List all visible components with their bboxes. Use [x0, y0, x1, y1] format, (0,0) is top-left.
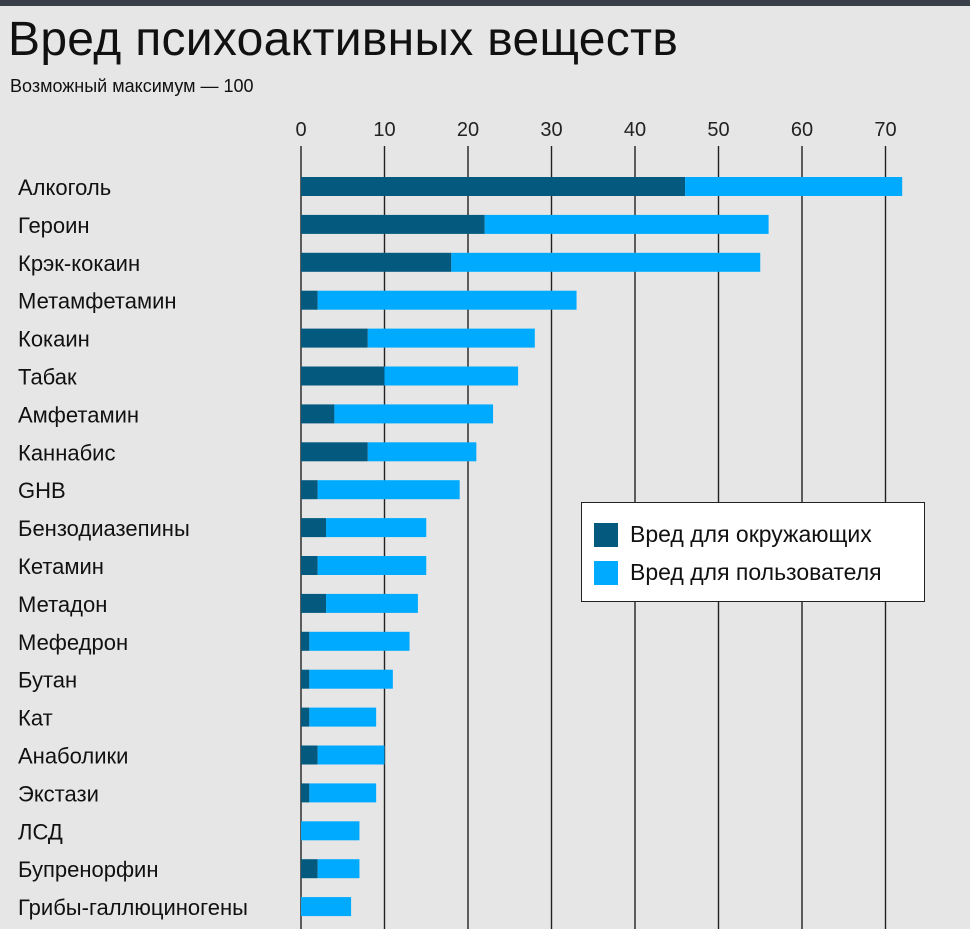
bar-others-harm [301, 556, 318, 575]
bar-user-harm [484, 214, 769, 234]
bar-user-harm [317, 859, 360, 879]
bar-others-harm [301, 631, 310, 651]
bar-user-harm [309, 783, 377, 803]
legend-swatch-others [594, 522, 618, 547]
bar-user-harm [367, 328, 535, 348]
legend: Вред для окружающих Вред для пользовател… [581, 502, 925, 602]
bar-user-harm [317, 556, 427, 575]
bar-user-harm [326, 593, 418, 613]
bar-user-harm [301, 897, 352, 917]
bar-user-harm [317, 290, 577, 310]
bar-others-harm [301, 669, 310, 689]
category-label: Бензодиазепины [18, 516, 190, 541]
bar-user-harm [301, 821, 360, 841]
category-label: Метадон [18, 592, 107, 617]
legend-label-others: Вред для окружающих [630, 521, 872, 547]
bar-others-harm [301, 214, 485, 234]
category-label: Крэк-кокаин [18, 251, 140, 276]
bar-others-harm [301, 783, 310, 803]
tick-label-40: 40 [624, 119, 646, 141]
category-label: Бутан [18, 668, 77, 693]
category-label: Экстази [18, 781, 99, 806]
bar-user-harm [367, 442, 477, 462]
bar-others-harm [301, 404, 335, 424]
bar-others-harm [301, 328, 368, 348]
category-label: Анаболики [18, 744, 128, 769]
bar-user-harm [384, 366, 519, 386]
bar-others-harm [301, 480, 318, 500]
bar-others-harm [301, 859, 318, 879]
bar-user-harm [685, 177, 903, 196]
bar-user-harm [326, 518, 427, 538]
tick-label-0: 0 [295, 119, 306, 141]
category-label: Бупренорфин [18, 857, 159, 882]
bar-others-harm [301, 252, 452, 272]
bar-others-harm [301, 593, 327, 613]
category-label: Кетамин [18, 554, 104, 579]
category-label: Алкоголь [18, 175, 111, 200]
bar-user-harm [309, 631, 410, 651]
category-label: Грибы-галлюциногены [18, 895, 248, 920]
category-label: Табак [18, 365, 77, 390]
bar-user-harm [334, 404, 494, 424]
category-label: GHB [18, 478, 66, 503]
bar-others-harm [301, 366, 385, 386]
chart-subtitle: Возможный максимум — 100 [10, 76, 254, 96]
tick-label-10: 10 [373, 119, 395, 141]
category-label: Героин [18, 213, 90, 238]
category-label: Мефедрон [18, 630, 128, 655]
category-label: Амфетамин [18, 402, 139, 427]
bar-user-harm [317, 480, 460, 500]
tick-label-50: 50 [707, 119, 729, 141]
bar-others-harm [301, 707, 310, 727]
bar-others-harm [301, 518, 327, 538]
legend-label-user: Вред для пользователя [630, 559, 882, 585]
tick-label-60: 60 [791, 119, 813, 141]
tick-label-30: 30 [540, 119, 562, 141]
bar-others-harm [301, 290, 318, 310]
category-label: Метамфетамин [18, 289, 177, 314]
chart-panel [0, 6, 970, 929]
bar-user-harm [317, 745, 385, 765]
category-label: Каннабис [18, 440, 115, 465]
chart-title: Вред психоактивных веществ [8, 13, 679, 66]
category-label: ЛСД [18, 819, 63, 844]
bar-others-harm [301, 745, 318, 765]
bar-others-harm [301, 442, 368, 462]
bar-user-harm [309, 669, 393, 689]
tick-label-20: 20 [457, 119, 479, 141]
bar-others-harm [301, 177, 686, 196]
category-label: Кокаин [18, 327, 90, 352]
legend-item-others: Вред для окружающих [594, 521, 872, 548]
bar-user-harm [451, 252, 761, 272]
legend-swatch-user [594, 560, 618, 585]
bar-user-harm [309, 707, 377, 727]
category-label: Кат [18, 706, 53, 731]
tick-label-70: 70 [874, 119, 896, 141]
legend-item-user: Вред для пользователя [594, 559, 882, 586]
